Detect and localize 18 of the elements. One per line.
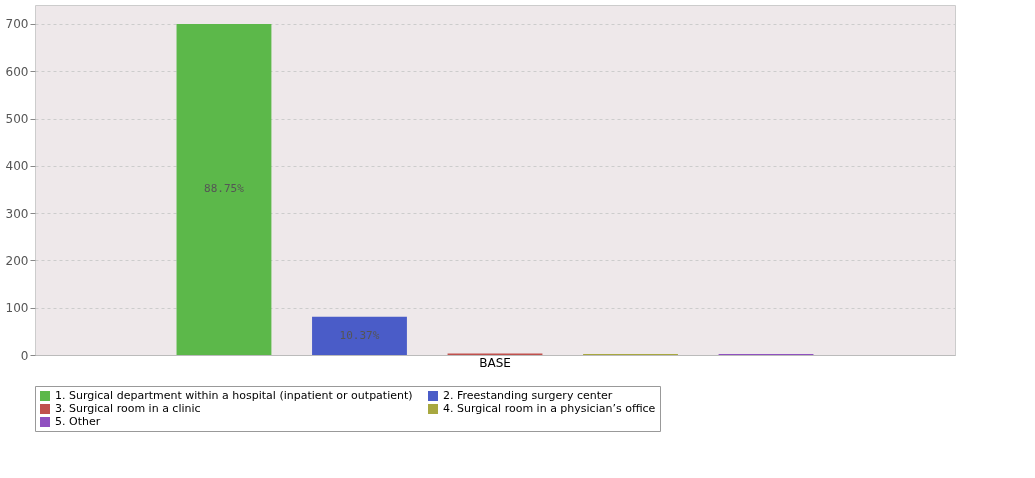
legend-label: 4. Surgical room in a physician’s office xyxy=(443,402,656,415)
x-tick-label: BASE xyxy=(479,355,511,370)
y-tick-label: 300 xyxy=(5,206,29,221)
y-tick-label: 400 xyxy=(5,159,29,174)
legend-label: 1. Surgical department within a hospital (inpatient or outpatient) xyxy=(55,389,413,402)
legend-label: 3. Surgical room in a clinic xyxy=(55,402,201,415)
bar xyxy=(176,23,272,355)
y-tick-label: 100 xyxy=(5,301,29,316)
y-tick-label: 600 xyxy=(5,64,29,79)
bar xyxy=(312,316,407,355)
annotation: 88.75% xyxy=(204,182,245,196)
annotation: 10.37% xyxy=(339,328,380,342)
y-tick-label: 500 xyxy=(5,112,29,127)
legend-label: 2. Freestanding surgery center xyxy=(443,389,613,402)
y-tick-label: 200 xyxy=(5,253,29,268)
y-tick-label: 0 xyxy=(20,348,29,363)
legend-label: 5. Other xyxy=(55,415,101,428)
y-tick-label: 700 xyxy=(5,17,29,32)
